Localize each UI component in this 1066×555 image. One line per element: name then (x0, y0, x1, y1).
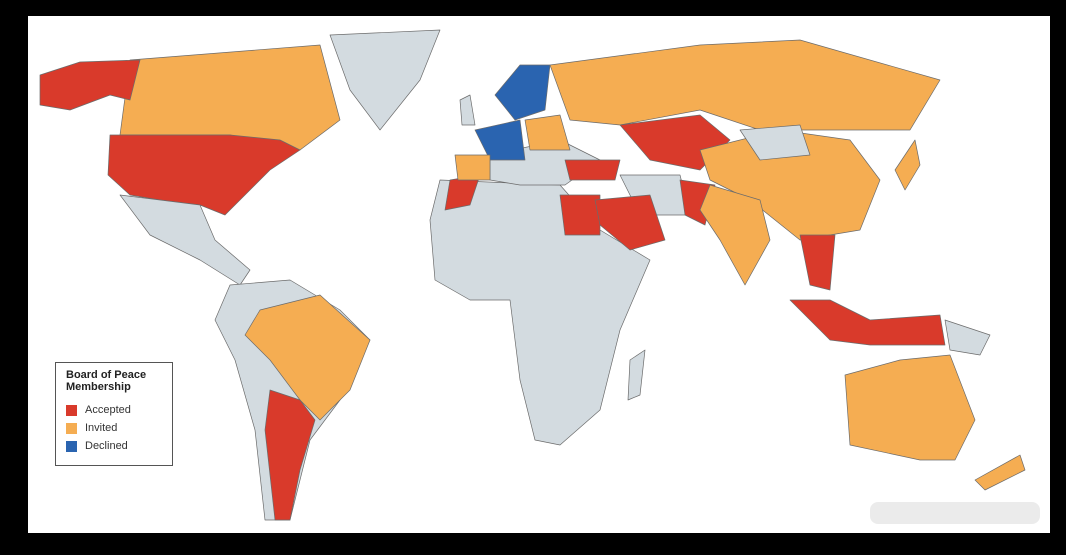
brazil (244, 294, 371, 421)
japan (894, 139, 921, 191)
legend-item: Declined (66, 437, 162, 455)
usa (107, 134, 301, 216)
western-europe (474, 119, 526, 161)
india (699, 184, 771, 286)
eastern-europe (524, 114, 571, 151)
southeast-asia (799, 234, 836, 291)
australia (844, 354, 976, 461)
alaska (39, 59, 141, 111)
legend-label: Accepted (85, 404, 131, 416)
canada (119, 44, 341, 151)
saudi-arabia (594, 194, 666, 251)
egypt (559, 194, 601, 236)
legend-item: Invited (66, 419, 162, 437)
russia (549, 39, 941, 131)
africa (429, 179, 651, 446)
papua-new-guinea (944, 319, 991, 356)
greenland (329, 29, 441, 131)
argentina (264, 389, 316, 521)
scandinavia (494, 64, 551, 121)
mongolia (739, 124, 811, 161)
turkey (564, 159, 621, 181)
legend-swatch (66, 440, 77, 452)
legend-title: Board of Peace Membership (66, 369, 147, 393)
indonesia (789, 299, 946, 346)
legend-items: Accepted Invited Declined (66, 401, 162, 455)
madagascar (627, 349, 646, 401)
central-america (119, 194, 251, 286)
new-zealand (974, 454, 1026, 491)
britain (459, 94, 476, 126)
legend-label: Invited (85, 422, 118, 434)
watermark (870, 502, 1040, 524)
legend-swatch (66, 404, 77, 416)
china (699, 129, 881, 241)
iberia (454, 154, 491, 181)
legend-label: Declined (85, 440, 128, 452)
legend: Board of Peace Membership Accepted Invite… (55, 362, 173, 466)
legend-swatch (66, 422, 77, 434)
legend-item: Accepted (66, 401, 162, 419)
